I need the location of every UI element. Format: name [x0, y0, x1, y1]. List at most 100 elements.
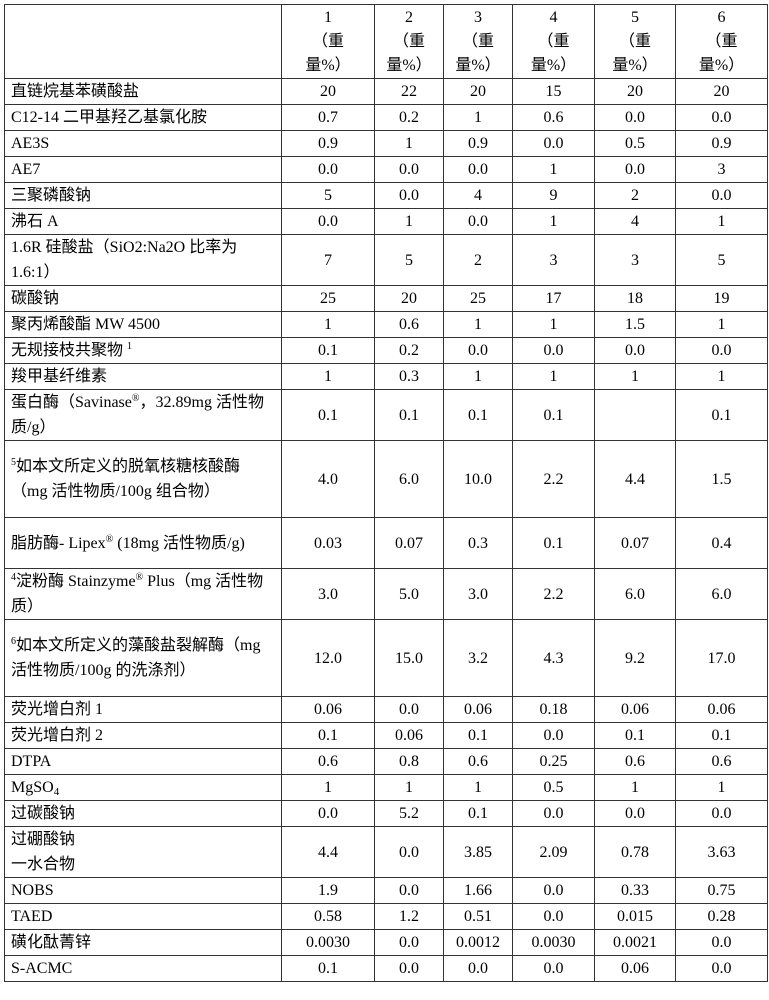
- value-cell-3: 20: [444, 79, 513, 105]
- value-cell-1: 0.1: [282, 723, 375, 749]
- value-cell-1: 0.0030: [282, 930, 375, 956]
- table-row: 过碳酸钠0.05.20.10.00.00.0: [5, 801, 768, 827]
- value-cell-3: 0.6: [444, 749, 513, 775]
- value-cell-6: 0.28: [676, 904, 768, 930]
- value-cell-6: 0.0: [676, 338, 768, 364]
- value-cell-1: 0.1: [282, 956, 375, 982]
- label-text: 磺化酞菁锌: [11, 934, 91, 951]
- value-cell-1: 4.4: [282, 827, 375, 878]
- value-cell-6: 20: [676, 79, 768, 105]
- value-cell-2: 22: [375, 79, 444, 105]
- header-corner-cell: [5, 5, 282, 79]
- header-l1: （重: [381, 30, 437, 54]
- header-cell-4: 4（重量%）: [513, 5, 595, 79]
- value-cell-5: 4.4: [595, 441, 676, 518]
- value-cell-6: 0.0: [676, 105, 768, 131]
- value-cell-4: 1: [513, 209, 595, 235]
- label-text: 三聚磷酸钠: [11, 187, 91, 204]
- row-label: 三聚磷酸钠: [5, 183, 282, 209]
- value-cell-1: 0.9: [282, 131, 375, 157]
- value-cell-6: 6.0: [676, 569, 768, 620]
- value-cell-2: 5: [375, 235, 444, 286]
- value-cell-2: 0.06: [375, 723, 444, 749]
- value-cell-4: 0.0: [513, 904, 595, 930]
- label-superscript: ®: [132, 393, 140, 404]
- value-cell-5: 18: [595, 286, 676, 312]
- value-cell-4: 9: [513, 183, 595, 209]
- table-row: 直链烷基苯磺酸盐202220152020: [5, 79, 768, 105]
- value-cell-5: 2: [595, 183, 676, 209]
- label-text: 脂肪酶- Lipex: [11, 535, 106, 552]
- value-cell-3: 3.85: [444, 827, 513, 878]
- value-cell-4: 0.1: [513, 390, 595, 441]
- value-cell-2: 0.0: [375, 157, 444, 183]
- value-cell-2: 0.0: [375, 878, 444, 904]
- value-cell-6: 0.0: [676, 801, 768, 827]
- label-text: 直链烷基苯磺酸盐: [11, 83, 139, 100]
- value-cell-6: 0.9: [676, 131, 768, 157]
- label-text: 过碳酸钠: [11, 805, 75, 822]
- value-cell-5: 4: [595, 209, 676, 235]
- value-cell-6: 17.0: [676, 620, 768, 697]
- value-cell-1: 0.06: [282, 697, 375, 723]
- value-cell-4: 0.0030: [513, 930, 595, 956]
- table-row: 三聚磷酸钠50.04920.0: [5, 183, 768, 209]
- value-cell-5: 0.015: [595, 904, 676, 930]
- table-row: AE70.00.00.010.03: [5, 157, 768, 183]
- label-text: 碳酸钠: [11, 290, 59, 307]
- value-cell-5: 0.33: [595, 878, 676, 904]
- value-cell-2: 5.0: [375, 569, 444, 620]
- value-cell-3: 0.06: [444, 697, 513, 723]
- table-row: 羧甲基纤维素10.31111: [5, 364, 768, 390]
- value-cell-5: 9.2: [595, 620, 676, 697]
- value-cell-6: 1: [676, 209, 768, 235]
- value-cell-3: 0.51: [444, 904, 513, 930]
- value-cell-3: 25: [444, 286, 513, 312]
- header-l1: （重: [288, 30, 368, 54]
- value-cell-5: 0.5: [595, 131, 676, 157]
- value-cell-4: 4.3: [513, 620, 595, 697]
- value-cell-6: 0.4: [676, 518, 768, 569]
- label-text: 过硼酸钠: [11, 831, 75, 848]
- value-cell-4: 1: [513, 157, 595, 183]
- value-cell-2: 1: [375, 131, 444, 157]
- table-row: NOBS1.90.01.660.00.330.75: [5, 878, 768, 904]
- row-label: 荧光增白剂 2: [5, 723, 282, 749]
- value-cell-4: 2.2: [513, 569, 595, 620]
- value-cell-5: 6.0: [595, 569, 676, 620]
- row-label: 碳酸钠: [5, 286, 282, 312]
- table-row: 6如本文所定义的藻酸盐裂解酶（mg 活性物质/100g 的洗涤剂）12.015.…: [5, 620, 768, 697]
- row-label: 5如本文所定义的脱氧核糖核酸酶（mg 活性物质/100g 组合物）: [5, 441, 282, 518]
- label-text: S-ACMC: [11, 960, 72, 977]
- value-cell-6: 0.6: [676, 749, 768, 775]
- value-cell-6: 0.06: [676, 697, 768, 723]
- value-cell-1: 1: [282, 312, 375, 338]
- value-cell-3: 0.3: [444, 518, 513, 569]
- header-cell-6: 6（重量%）: [676, 5, 768, 79]
- row-label: C12-14 二甲基羟乙基氯化胺: [5, 105, 282, 131]
- value-cell-6: 0.0: [676, 956, 768, 982]
- row-label: TAED: [5, 904, 282, 930]
- value-cell-5: 0.0: [595, 157, 676, 183]
- value-cell-5: 0.0: [595, 105, 676, 131]
- value-cell-3: 1: [444, 775, 513, 801]
- value-cell-1: 12.0: [282, 620, 375, 697]
- value-cell-3: 0.0: [444, 157, 513, 183]
- label-text: DTPA: [11, 753, 51, 770]
- value-cell-1: 0.0: [282, 157, 375, 183]
- value-cell-1: 3.0: [282, 569, 375, 620]
- value-cell-4: 0.5: [513, 775, 595, 801]
- value-cell-1: 25: [282, 286, 375, 312]
- header-row: 1（重量%）2（重量%）3（重量%）4（重量%）5（重量%）6（重量%）: [5, 5, 768, 79]
- header-l1: （重: [450, 30, 506, 54]
- value-cell-2: 0.2: [375, 338, 444, 364]
- value-cell-6: 0.0: [676, 930, 768, 956]
- table-row: 脂肪酶- Lipex® (18mg 活性物质/g)0.030.070.30.10…: [5, 518, 768, 569]
- table-row: 磺化酞菁锌0.00300.00.00120.00300.00210.0: [5, 930, 768, 956]
- value-cell-2: 0.2: [375, 105, 444, 131]
- row-label: 过硼酸钠一水合物: [5, 827, 282, 878]
- label-text: AE7: [11, 161, 40, 178]
- table-row: AE3S0.910.90.00.50.9: [5, 131, 768, 157]
- header-cell-3: 3（重量%）: [444, 5, 513, 79]
- value-cell-6: 1.5: [676, 441, 768, 518]
